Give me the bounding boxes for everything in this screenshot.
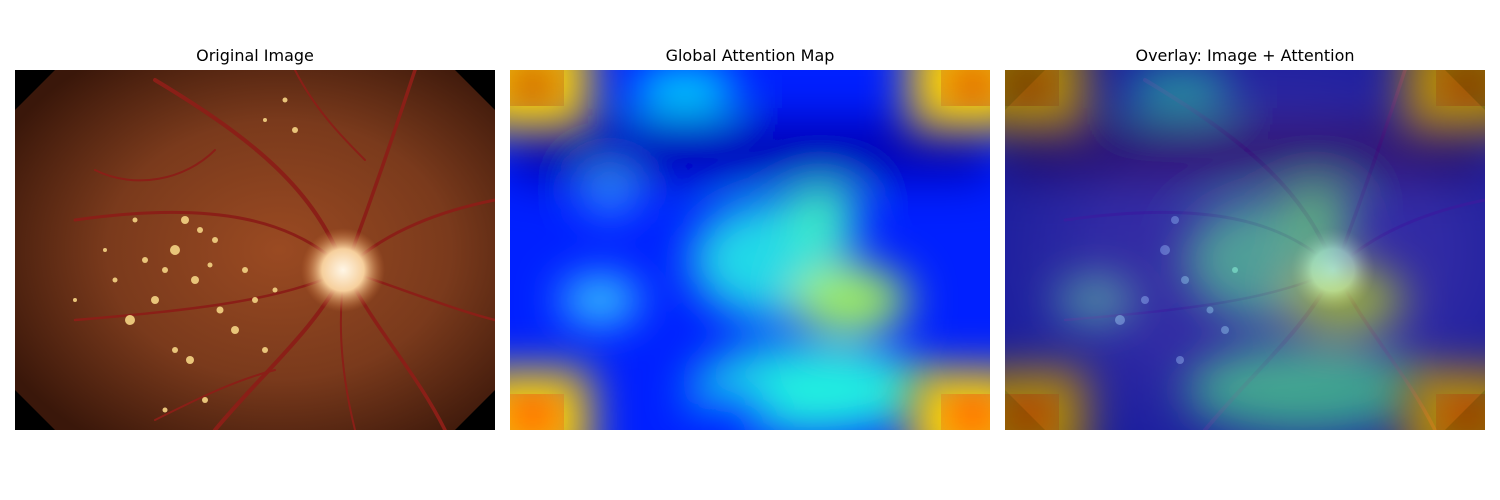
overlay-image <box>1005 70 1485 430</box>
original-image-title: Original Image <box>196 46 314 65</box>
attention-map-title: Global Attention Map <box>665 46 835 65</box>
attention-heatmap <box>510 70 990 430</box>
overlay-title: Overlay: Image + Attention <box>1135 46 1355 65</box>
original-image <box>15 70 495 430</box>
